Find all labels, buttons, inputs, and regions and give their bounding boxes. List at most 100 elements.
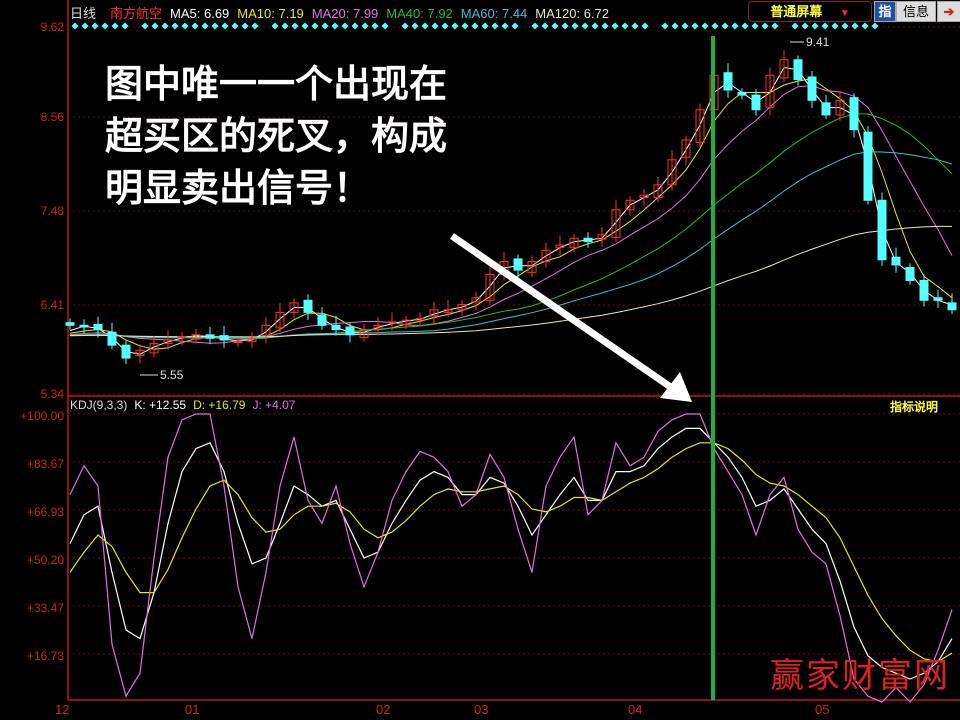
kdj-j-value: J: +4.07	[252, 398, 296, 412]
signal-diamond	[251, 22, 259, 30]
info-button[interactable]: 信息	[896, 1, 936, 22]
signal-diamond	[71, 22, 79, 30]
low-price-label: 5.55	[160, 368, 184, 382]
signal-diamond	[351, 22, 359, 30]
signal-diamond	[841, 22, 849, 30]
signal-diamond	[461, 22, 469, 30]
signal-diamond	[401, 22, 409, 30]
signal-diamond	[571, 22, 579, 30]
x-tick-label: 03	[474, 702, 489, 717]
signal-diamond	[301, 22, 309, 30]
candle-up	[471, 297, 481, 303]
candle-down	[891, 256, 901, 266]
signal-diamond	[141, 22, 149, 30]
ma120-value: MA120: 6.72	[535, 6, 610, 21]
candle-down	[79, 324, 89, 328]
candle-up	[387, 321, 397, 324]
kdj-d-line	[69, 442, 953, 663]
screen-mode-dropdown[interactable]: 普通屏幕 ▼	[748, 1, 872, 22]
candle-up	[569, 237, 579, 249]
candle-up	[191, 334, 201, 340]
price-tick-label: 7.48	[40, 204, 64, 218]
kdj-k-line	[69, 427, 953, 680]
signal-diamond	[421, 22, 429, 30]
signal-diamond	[191, 22, 199, 30]
candle-up	[359, 329, 369, 338]
candle-up	[429, 309, 439, 317]
signal-diamond	[531, 22, 539, 30]
x-tick-label: 04	[628, 702, 643, 717]
indicator-button[interactable]: 指	[874, 1, 896, 22]
signal-diamond	[601, 22, 609, 30]
signal-diamond	[331, 22, 339, 30]
indicator-help-link[interactable]: 指标说明	[890, 400, 939, 414]
signal-diamond	[471, 22, 479, 30]
period-label: 日线	[70, 6, 97, 21]
candle-down	[821, 102, 831, 116]
signal-diamond	[271, 22, 279, 30]
ma20-line	[69, 85, 953, 344]
annotation-line-3: 明显卖出信号！	[105, 166, 372, 210]
ma40-value: MA40: 7.92	[386, 6, 453, 21]
kdj-tick-label: +16.73	[26, 649, 64, 663]
candle-up	[597, 234, 607, 240]
signal-diamond	[161, 22, 169, 30]
signal-diamond	[831, 22, 839, 30]
kdj-lines	[69, 413, 953, 703]
signal-diamond	[431, 22, 439, 30]
signal-diamond	[731, 22, 739, 30]
exit-button[interactable]: ➔	[937, 1, 960, 22]
candle-down	[933, 297, 943, 301]
candle-up	[415, 317, 425, 321]
signal-diamond	[621, 22, 629, 30]
signal-diamond	[111, 22, 119, 30]
kdj-tick-label: +66.93	[26, 505, 64, 519]
ma60-value: MA60: 7.44	[460, 6, 528, 21]
signal-diamond	[411, 22, 419, 30]
ma60-line	[69, 151, 953, 339]
candle-down	[947, 302, 957, 311]
signal-diamond	[561, 22, 569, 30]
candle-up	[779, 59, 789, 79]
candle-up	[457, 304, 467, 311]
signal-diamond	[871, 22, 879, 30]
candle-down	[583, 237, 593, 243]
signal-diamond	[101, 22, 109, 30]
signal-diamond	[541, 22, 549, 30]
x-tick-label: 01	[185, 702, 200, 717]
signal-diamond	[341, 22, 349, 30]
candle-up	[625, 199, 635, 211]
signal-diamond	[501, 22, 509, 30]
ma20-value: MA20: 7.99	[311, 6, 379, 21]
signal-diamond	[691, 22, 699, 30]
candle-up	[443, 309, 453, 313]
signal-diamond	[281, 22, 289, 30]
annotation-line-2: 超买区的死叉，构成	[105, 114, 448, 158]
candle-up	[289, 302, 299, 313]
candle-up	[275, 311, 285, 329]
candle-down	[303, 299, 313, 313]
candle-down	[877, 199, 887, 261]
candle-up	[247, 337, 257, 343]
candle-up	[177, 336, 187, 339]
signal-diamond	[451, 22, 459, 30]
signal-diamond	[221, 22, 229, 30]
kdj-j-line	[69, 413, 953, 703]
kdj-tick-label: +50.20	[26, 553, 64, 567]
candle-up	[681, 139, 691, 158]
candle-down	[345, 326, 355, 336]
signal-diamond	[811, 22, 819, 30]
screen-mode-label: 普通屏幕	[770, 4, 823, 19]
signal-diamond	[861, 22, 869, 30]
candle-up	[765, 74, 775, 108]
candle-down	[919, 279, 929, 301]
signal-diamond	[241, 22, 249, 30]
x-tick-label: 02	[376, 702, 391, 717]
signal-diamond	[291, 22, 299, 30]
candle-down	[723, 72, 733, 91]
signal-diamond	[671, 22, 679, 30]
price-tick-label: 5.34	[40, 387, 64, 401]
kdj-k-value: K: +12.55	[134, 398, 187, 412]
